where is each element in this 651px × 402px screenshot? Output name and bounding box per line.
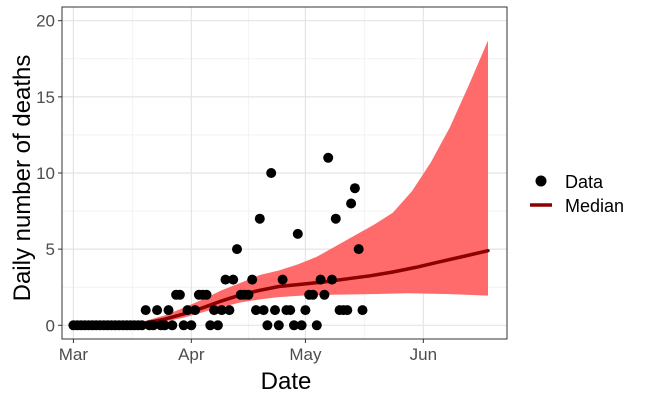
data-point <box>285 305 296 316</box>
data-point <box>152 305 163 316</box>
data-point <box>212 320 223 331</box>
data-point <box>209 305 220 316</box>
data-point <box>247 274 258 285</box>
data-point <box>190 305 201 316</box>
data-point <box>262 320 273 331</box>
data-point <box>136 320 147 331</box>
data-point <box>174 289 185 300</box>
data-point <box>330 213 341 224</box>
data-point <box>357 305 368 316</box>
data-point <box>163 305 174 316</box>
x-tick-label: Jun <box>410 345 437 364</box>
data-point <box>228 274 239 285</box>
data-point <box>232 244 242 255</box>
x-axis-title: Date <box>261 368 312 395</box>
y-tick-label: 5 <box>46 240 55 259</box>
data-point <box>159 320 170 331</box>
data-point <box>224 305 235 316</box>
x-axis: Mar Apr May Jun <box>59 339 437 364</box>
x-tick-label: Apr <box>178 345 205 364</box>
data-point <box>220 274 231 285</box>
data-point <box>178 320 189 331</box>
data-point <box>308 289 318 300</box>
data-point <box>254 213 265 224</box>
data-point <box>319 289 330 300</box>
data-point <box>270 305 280 316</box>
credible-band <box>73 40 489 326</box>
legend: Data Median <box>530 172 624 216</box>
y-axis: 0 5 10 15 20 <box>36 12 62 335</box>
data-point <box>258 305 269 316</box>
data-point <box>315 274 326 285</box>
data-point <box>349 183 360 194</box>
y-tick-label: 0 <box>46 316 55 335</box>
data-point <box>205 320 216 331</box>
data-point <box>292 228 303 239</box>
data-point <box>277 274 288 285</box>
y-tick-label: 10 <box>36 164 55 183</box>
data-point <box>311 320 322 331</box>
data-point <box>266 168 277 178</box>
data-point <box>300 305 311 316</box>
credible-band-area <box>73 40 489 326</box>
x-tick-label: Mar <box>59 345 89 364</box>
y-tick-label: 15 <box>36 88 55 107</box>
data-series <box>68 152 368 331</box>
legend-label-median: Median <box>565 196 624 216</box>
grid-minor <box>62 7 507 339</box>
data-point <box>186 320 197 331</box>
data-point <box>167 320 178 331</box>
data-point <box>346 198 357 209</box>
data-point <box>251 305 261 316</box>
legend-point-symbol <box>535 175 547 187</box>
data-point <box>342 305 353 316</box>
x-tick-label: May <box>289 345 322 364</box>
data-point <box>216 305 227 316</box>
data-point <box>243 289 254 300</box>
data-point <box>353 244 364 255</box>
data-point <box>289 320 299 331</box>
data-point <box>327 274 337 285</box>
y-tick-label: 20 <box>36 12 55 31</box>
legend-label-data: Data <box>565 172 604 192</box>
y-axis-title: Daily number of deaths <box>9 55 36 302</box>
data-point <box>296 320 307 331</box>
data-point <box>148 320 159 331</box>
data-point <box>201 289 212 300</box>
data-point <box>323 152 334 163</box>
data-point <box>182 305 193 316</box>
data-point <box>273 320 284 331</box>
data-point <box>140 305 151 316</box>
